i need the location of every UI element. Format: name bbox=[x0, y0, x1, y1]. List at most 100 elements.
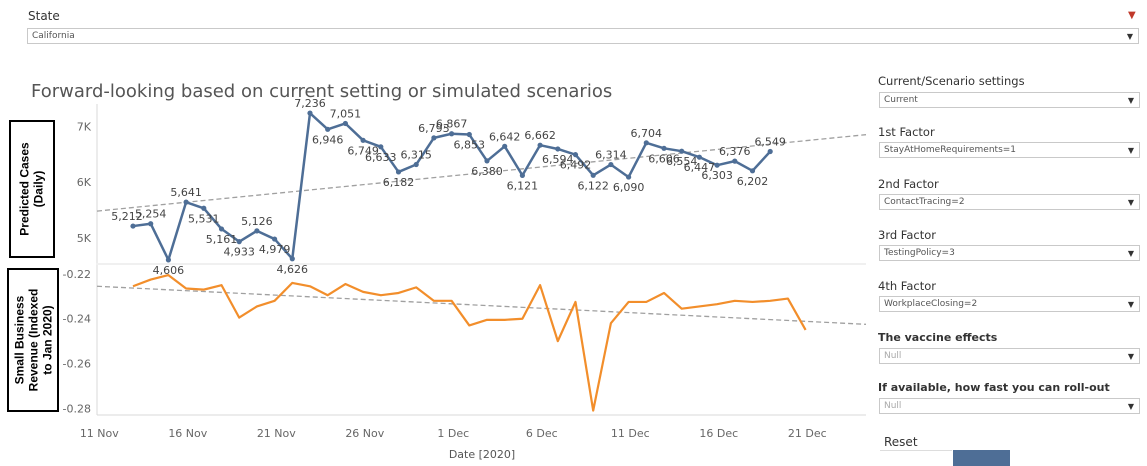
setting-dropdown-1[interactable]: StayAtHomeRequirements=1 ▼ bbox=[879, 142, 1140, 158]
cases-point bbox=[272, 236, 278, 242]
revenue-axis-label-box: Small Business Revenue (Indexed to Jan 202… bbox=[7, 268, 59, 412]
cases-point bbox=[395, 169, 402, 175]
cases-data-label: 6,606 bbox=[648, 152, 680, 165]
cases-data-label: 4,626 bbox=[277, 263, 309, 276]
cases-point bbox=[537, 142, 543, 148]
reset-button[interactable] bbox=[953, 450, 1010, 466]
setting-label-2: 2nd Factor bbox=[878, 177, 939, 191]
cases-data-label: 6,853 bbox=[454, 139, 486, 152]
cases-point bbox=[696, 154, 703, 160]
revenue-ytick-label: -0.24 bbox=[63, 313, 91, 326]
filter-icon[interactable]: ▼ bbox=[1128, 10, 1136, 21]
cases-point bbox=[165, 257, 171, 263]
cases-data-label: 6,704 bbox=[631, 127, 663, 140]
chevron-down-icon: ▼ bbox=[1126, 32, 1133, 41]
cases-data-label: 6,380 bbox=[471, 165, 503, 178]
x-tick-label: 21 Nov bbox=[257, 427, 296, 440]
cases-data-label: 4,606 bbox=[153, 264, 185, 277]
setting-dropdown-5[interactable]: Null ▼ bbox=[879, 348, 1140, 364]
x-tick-label: 11 Nov bbox=[80, 427, 119, 440]
state-dropdown[interactable]: California ▼ bbox=[27, 28, 1139, 44]
cases-axis-label-box: Predicted Cases (Daily) bbox=[9, 120, 55, 258]
cases-point bbox=[732, 158, 738, 164]
setting-label-3: 3rd Factor bbox=[878, 228, 936, 242]
cases-data-label: 6,662 bbox=[524, 129, 556, 142]
cases-data-label: 6,202 bbox=[737, 175, 769, 188]
cases-data-label: 5,641 bbox=[170, 186, 202, 199]
reset-label[interactable]: Reset bbox=[884, 435, 918, 449]
cases-point bbox=[413, 161, 419, 168]
revenue-ytick-label: -0.28 bbox=[63, 402, 91, 415]
revenue-ytick-label: -0.22 bbox=[63, 268, 91, 281]
revenue-chart: -0.28 -0.26 -0.24 -0.22 bbox=[63, 265, 867, 415]
cases-data-label: 6,492 bbox=[560, 159, 592, 172]
setting-dropdown-4[interactable]: WorkplaceClosing=2 ▼ bbox=[879, 296, 1140, 312]
cases-point bbox=[484, 158, 490, 164]
state-dropdown-value: California bbox=[32, 31, 75, 41]
revenue-series-line bbox=[132, 273, 807, 412]
cases-point bbox=[767, 148, 773, 155]
cases-data-label: 6,303 bbox=[701, 169, 733, 182]
setting-label-4: 4th Factor bbox=[878, 279, 936, 293]
setting-value-4: WorkplaceClosing=2 bbox=[884, 299, 978, 309]
cases-point bbox=[130, 223, 136, 229]
cases-data-label: 7,236 bbox=[294, 97, 326, 110]
cases-point bbox=[572, 152, 579, 158]
cases-point bbox=[183, 199, 189, 205]
x-tick-label: 1 Dec bbox=[437, 427, 469, 440]
setting-dropdown-6[interactable]: Null ▼ bbox=[879, 398, 1140, 414]
setting-value-2: ContactTracing=2 bbox=[884, 197, 965, 207]
cases-point bbox=[218, 226, 225, 232]
cases-data-label: 6,090 bbox=[613, 181, 645, 194]
cases-ytick-label: 7K bbox=[77, 120, 92, 133]
cases-data-label: 6,376 bbox=[719, 145, 751, 158]
cases-point bbox=[679, 148, 685, 154]
cases-point bbox=[148, 221, 154, 227]
cases-data-label: 5,254 bbox=[135, 208, 167, 221]
setting-value-1: StayAtHomeRequirements=1 bbox=[884, 145, 1017, 155]
page-title: Forward-looking based on current setting… bbox=[31, 81, 613, 102]
cases-data-label: 6,549 bbox=[754, 135, 786, 148]
cases-data-label: 6,121 bbox=[507, 179, 539, 192]
setting-label-5: The vaccine effects bbox=[878, 331, 998, 344]
setting-dropdown-0[interactable]: Current ▼ bbox=[879, 92, 1140, 108]
chevron-down-icon: ▼ bbox=[1127, 402, 1134, 411]
cases-data-label: 4,979 bbox=[259, 243, 291, 256]
cases-data-label: 6,633 bbox=[365, 151, 397, 164]
cases-point bbox=[289, 256, 295, 262]
cases-point bbox=[626, 174, 632, 180]
cases-data-label: 6,182 bbox=[383, 176, 415, 189]
x-tick-label: 26 Nov bbox=[345, 427, 384, 440]
cases-point bbox=[661, 145, 667, 151]
cases-data-label: 5,531 bbox=[188, 212, 220, 225]
cases-point bbox=[608, 161, 614, 168]
setting-value-6: Null bbox=[884, 401, 902, 411]
setting-value-0: Current bbox=[884, 95, 918, 105]
setting-value-3: TestingPolicy=3 bbox=[884, 248, 955, 258]
cases-data-label: 6,315 bbox=[400, 149, 432, 162]
cases-point bbox=[254, 228, 260, 234]
setting-value-5: Null bbox=[884, 351, 902, 361]
cases-data-label: 6,642 bbox=[489, 130, 521, 143]
chevron-down-icon: ▼ bbox=[1127, 249, 1134, 258]
cases-point bbox=[749, 168, 756, 174]
cases-point bbox=[643, 140, 649, 146]
x-tick-label: 6 Dec bbox=[526, 427, 558, 440]
x-axis-title: Date [2020] bbox=[449, 448, 515, 461]
cases-data-label: 6,314 bbox=[595, 149, 627, 162]
cases-point bbox=[307, 110, 313, 116]
cases-data-label: 5,212 bbox=[111, 210, 143, 223]
setting-dropdown-2[interactable]: ContactTracing=2 ▼ bbox=[879, 194, 1140, 210]
cases-trend-line bbox=[96, 134, 867, 212]
chevron-down-icon: ▼ bbox=[1127, 146, 1134, 155]
x-tick-label: 16 Nov bbox=[168, 427, 207, 440]
setting-dropdown-3[interactable]: TestingPolicy=3 ▼ bbox=[879, 245, 1140, 261]
cases-data-label: 6,867 bbox=[436, 118, 468, 131]
cases-point bbox=[236, 239, 242, 245]
chevron-down-icon: ▼ bbox=[1127, 352, 1134, 361]
cases-point bbox=[590, 172, 596, 178]
cases-data-label: 5,161 bbox=[206, 233, 238, 246]
cases-data-label: 6,793 bbox=[418, 122, 450, 135]
